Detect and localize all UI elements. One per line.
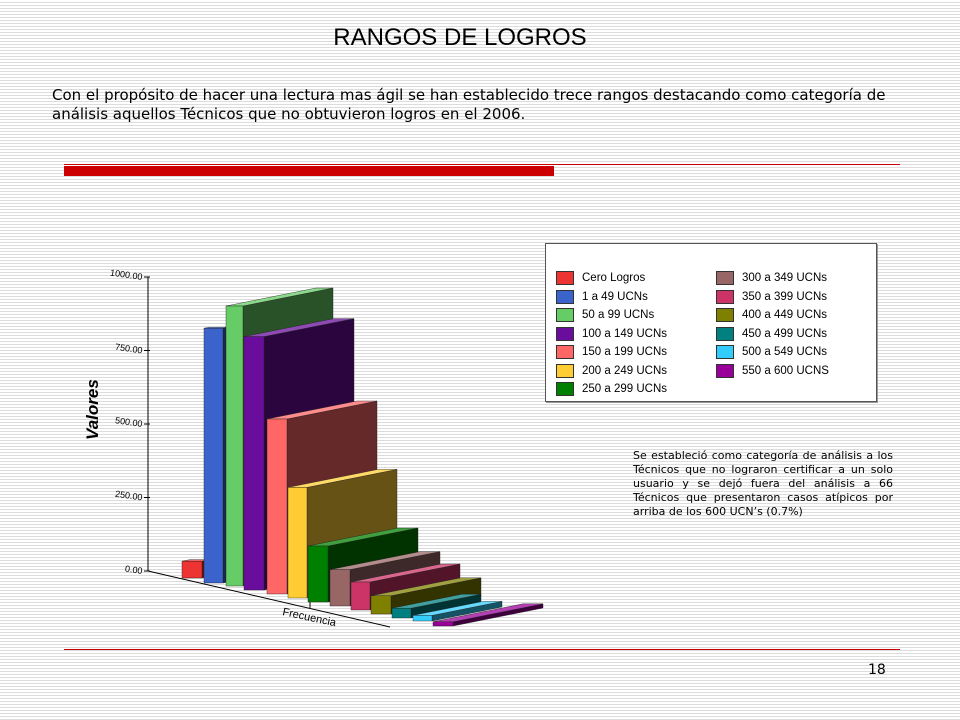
chart-legend: Cero Logros 1 a 49 UCNs 50 a 99 UCNs 100 a … [545,243,877,402]
x-axis-label: Frecuencia [281,606,338,629]
legend-swatch [556,326,574,341]
legend-label: 300 a 349 UCNs [742,272,828,284]
bar-front-face [391,608,412,619]
legend-label: Cero Logros [582,272,646,284]
bar-front-face [432,621,454,627]
bar-2 [203,326,229,584]
legend-label: 100 a 149 UCNs [582,327,668,340]
legend-swatch [556,308,574,322]
page-number: 18 [868,662,886,678]
top-divider-thin [64,164,900,165]
bar-front-face [203,328,224,584]
legend-swatch [716,289,734,304]
analysis-note: Se estableció como categoría de análisis… [633,449,893,518]
legend-label: 200 a 249 UCNs [582,364,668,377]
legend-label: 150 a 199 UCNs [582,346,668,358]
y-tick-label: 1000.00 [109,268,143,282]
bar-front-face [287,487,308,599]
bar-front-face [412,615,433,622]
legend-label: 50 a 99 UCNs [582,309,655,321]
legend-swatch [556,382,574,396]
y-tick-label: 0.00 [124,564,143,576]
bottom-divider [64,649,900,650]
y-tick-label: 250.00 [114,489,143,503]
legend-swatch [556,271,574,285]
legend-label: 250 a 299 UCNs [582,383,668,395]
x-axis-line [147,570,391,628]
legend-swatch [716,308,734,322]
y-tick-label: 500.00 [114,415,143,429]
intro-paragraph: Con el propósito de hacer una lectura ma… [52,86,886,123]
legend-label: 450 a 499 UCNs [742,327,828,340]
legend-label: 1 a 49 UCNs [582,290,648,303]
legend-label: 400 a 449 UCNs [742,309,828,321]
legend-swatch [716,363,734,378]
legend-swatch [716,345,734,359]
top-divider-thick [64,166,554,176]
bar-front-face [181,561,203,579]
y-axis-label: Valores [83,379,102,440]
bar-front-face [266,418,288,595]
legend-swatch [556,289,574,304]
bar-front-face [370,595,392,615]
y-tick-label: 750.00 [114,342,143,356]
bar-front-face [350,581,371,611]
chart-axes: 0.00 250.00 500.00 750.00 1000.00 [109,268,391,628]
legend-label: 500 a 549 UCNs [742,346,828,358]
bar-13 [432,603,544,627]
bar-front-face [243,336,265,591]
bar-front-face [307,545,329,603]
legend-swatch [556,363,574,378]
legend-swatch [716,326,734,341]
legend-swatch [556,345,574,359]
bar-front-face [329,569,351,607]
page-title: RANGOS DE LOGROS [333,24,587,51]
legend-label: 350 a 399 UCNs [742,290,828,303]
chart-bars [181,287,544,627]
legend-label: 550 a 600 UCNS [742,364,829,377]
bar-12 [412,601,503,622]
bar-front-face [225,305,244,587]
legend-swatch [716,271,734,285]
